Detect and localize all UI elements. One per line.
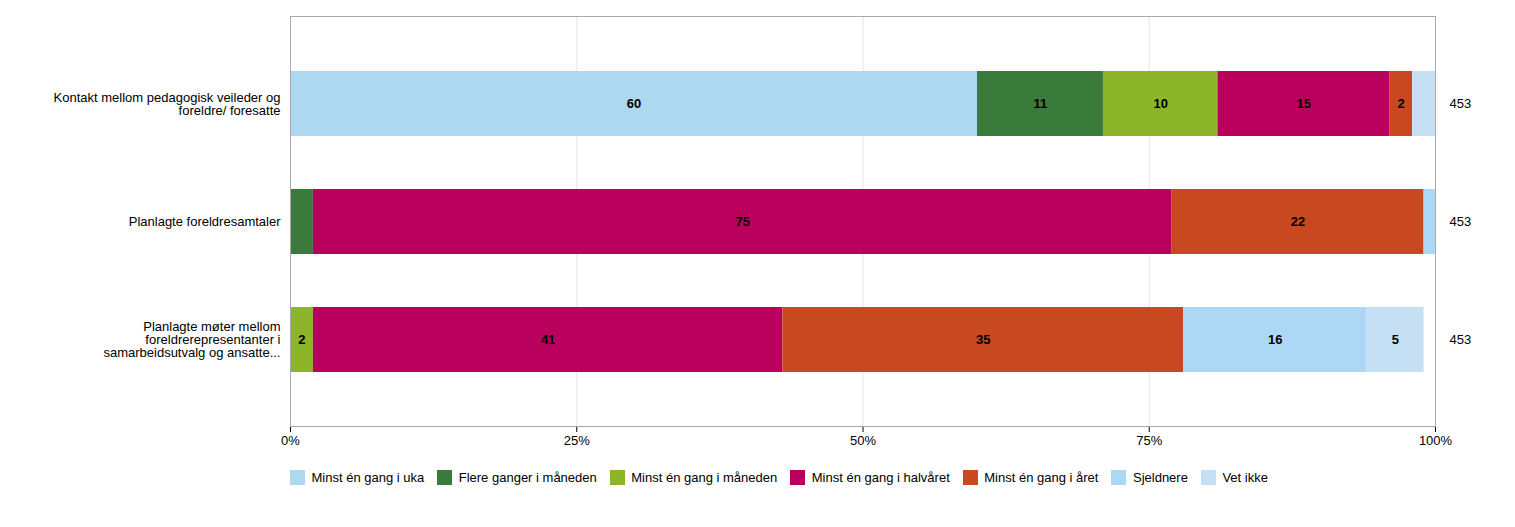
- svg-text:15: 15: [1297, 96, 1311, 111]
- svg-text:50%: 50%: [850, 433, 876, 448]
- svg-text:22: 22: [1291, 214, 1305, 229]
- svg-text:11: 11: [1034, 96, 1048, 111]
- html-text:Minst én gang i uka: Minst én gang i uka: [311, 470, 425, 485]
- svg-text:5: 5: [1392, 332, 1399, 347]
- svg-text:35: 35: [976, 332, 990, 347]
- svg-text:Planlagte møter mellomforeldre: Planlagte møter mellomforeldrerepresenta…: [103, 319, 280, 360]
- html-text:Minst én gang i året: Minst én gang i året: [984, 470, 1099, 485]
- svg-text:453: 453: [1450, 214, 1472, 229]
- svg-text:453: 453: [1450, 96, 1472, 111]
- svg-text:41: 41: [541, 332, 555, 347]
- svg-text:75%: 75%: [1136, 433, 1162, 448]
- svg-text:10: 10: [1153, 96, 1167, 111]
- html-text:Minst én gang i måneden: Minst én gang i måneden: [631, 470, 778, 485]
- html-text:Minst én gang i halvåret: Minst én gang i halvåret: [811, 470, 950, 485]
- html-text:Vet ikke: Vet ikke: [1222, 470, 1268, 485]
- html-text:Sjeldnere: Sjeldnere: [1133, 470, 1188, 485]
- svg-text:Planlagte foreldresamtaler: Planlagte foreldresamtaler: [129, 214, 281, 229]
- html-text:Flere ganger i måneden: Flere ganger i måneden: [458, 470, 597, 485]
- svg-text:100%: 100%: [1419, 433, 1453, 448]
- svg-text:453: 453: [1450, 332, 1472, 347]
- svg-text:Kontakt mellom pedagogisk veil: Kontakt mellom pedagogisk veileder ogfor…: [54, 90, 281, 118]
- svg-text:60: 60: [627, 96, 641, 111]
- svg-text:2: 2: [1398, 96, 1405, 111]
- svg-text:0%: 0%: [281, 433, 300, 448]
- svg-text:25%: 25%: [564, 433, 590, 448]
- svg-text:75: 75: [736, 214, 750, 229]
- svg-text:16: 16: [1268, 332, 1282, 347]
- svg-text:2: 2: [298, 332, 305, 347]
